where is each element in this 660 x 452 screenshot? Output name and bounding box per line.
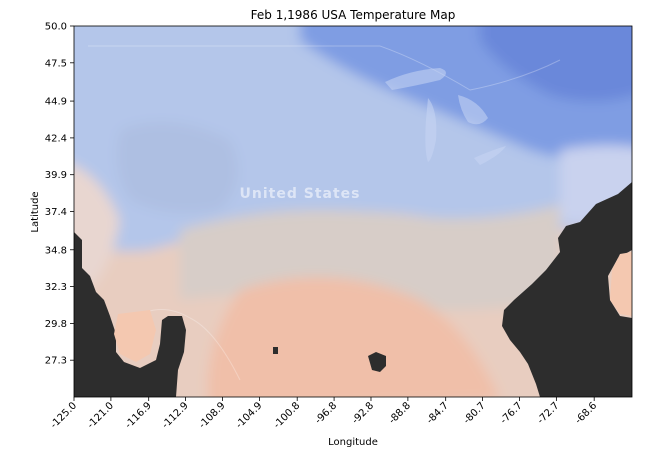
plot-area: United States <box>74 26 632 397</box>
y-tick-label: 39.9 <box>45 170 67 181</box>
field-cool-mountains <box>116 122 238 214</box>
y-tick-label: 37.4 <box>45 207 67 218</box>
field-warm-south <box>208 277 499 397</box>
y-tick-label: 27.3 <box>45 356 67 367</box>
y-tick-label: 32.3 <box>45 282 67 293</box>
lake-superior <box>385 68 446 90</box>
x-tick-label: -92.8 <box>350 400 376 426</box>
x-tick-label: -80.7 <box>462 400 488 426</box>
y-tick-label: 29.8 <box>45 319 67 330</box>
y-tick-label: 47.5 <box>45 58 67 69</box>
no-data-pacific <box>74 232 186 397</box>
no-data-gulf-spot <box>368 352 386 372</box>
x-tick-label: -84.7 <box>425 400 451 426</box>
x-tick-label: -112.9 <box>160 400 191 431</box>
y-tick-label: 44.9 <box>45 97 67 108</box>
lake-erie <box>474 146 506 165</box>
temperature-field <box>74 26 632 397</box>
y-tick-label: 34.8 <box>45 245 67 256</box>
x-tick-label: -88.8 <box>387 400 413 426</box>
x-axis: -125.0 -121.0 -116.9 -112.9 -108.9 -104.9 -100… <box>49 397 599 431</box>
x-tick-label: -68.6 <box>573 400 599 426</box>
y-tick-label: 42.4 <box>45 133 67 144</box>
lake-michigan <box>425 98 437 162</box>
no-data-atlantic <box>502 182 632 397</box>
field-coldest-northeast <box>480 26 632 102</box>
x-tick-label: -104.9 <box>234 400 265 431</box>
chart-title: Feb 1,1986 USA Temperature Map <box>251 8 456 22</box>
lake-huron <box>458 95 488 125</box>
x-tick-label: -116.9 <box>123 400 154 431</box>
x-tick-label: -100.8 <box>272 400 303 431</box>
no-data-small-dot <box>273 347 278 354</box>
y-tick-label: 50.0 <box>45 22 67 33</box>
field-pale-west <box>74 165 120 300</box>
y-axis: 50.0 47.5 44.9 42.4 39.9 37.4 34.8 32.3 29.8 27.3 <box>45 22 74 367</box>
x-axis-label: Longitude <box>328 437 378 448</box>
basemap-country-label: United States <box>240 186 361 202</box>
y-axis-label: Latitude <box>30 191 41 232</box>
coast-warm-cells <box>114 252 632 362</box>
x-tick-label: -96.8 <box>313 400 339 426</box>
x-tick-label: -76.7 <box>499 400 525 426</box>
basemap-layer <box>88 45 561 381</box>
no-data-mask <box>74 182 632 397</box>
x-tick-label: -125.0 <box>49 400 80 431</box>
x-tick-label: -72.7 <box>535 400 561 426</box>
coast-cell-baja <box>114 310 156 362</box>
x-tick-label: -121.0 <box>85 400 116 431</box>
coast-cell-atlantic <box>610 252 632 316</box>
x-tick-label: -108.9 <box>197 400 228 431</box>
